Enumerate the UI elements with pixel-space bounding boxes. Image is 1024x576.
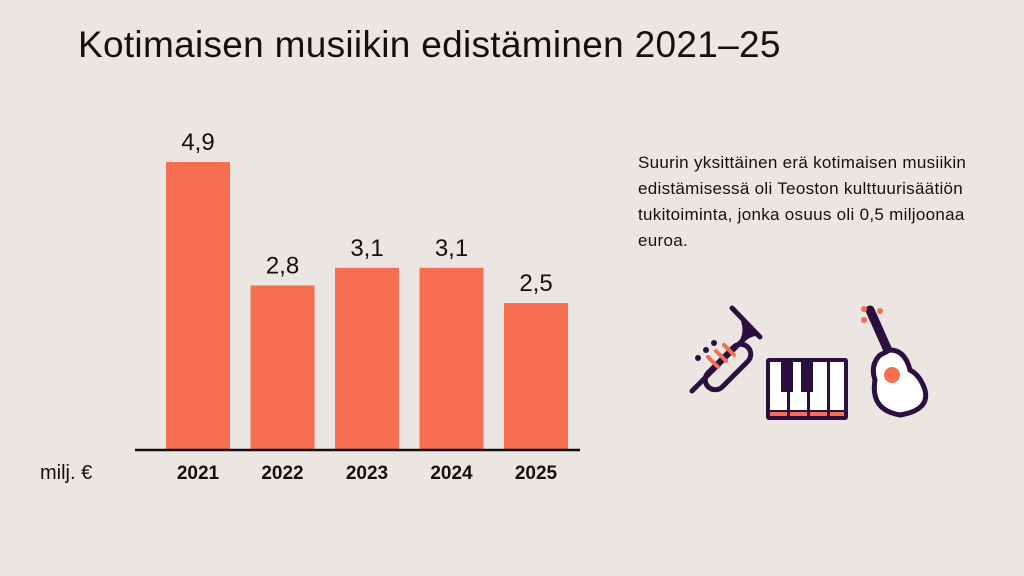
value-label-2023: 3,1 [350, 235, 383, 262]
guitar-icon [861, 305, 929, 418]
music-instruments-illustration [689, 305, 929, 420]
bar-2022 [250, 285, 315, 450]
bar-2023 [335, 267, 399, 450]
bar-chart: 4,9 2021 2,8 2022 3,1 2023 3,1 2024 2,5 2025 milj.… [40, 129, 580, 484]
value-label-2021: 4,9 [181, 129, 214, 156]
chart-note: Suurin yksittäinen erä kotimaisen musiik… [638, 153, 967, 250]
trumpet-icon [689, 305, 763, 394]
value-label-2024: 3,1 [435, 235, 468, 262]
value-label-2025: 2,5 [519, 270, 552, 297]
value-label-2022: 2,8 [266, 252, 299, 279]
x-tick-label-2022: 2022 [261, 463, 303, 484]
piano-keyboard-icon [766, 358, 848, 420]
x-tick-label-2023: 2023 [346, 463, 388, 484]
x-tick-label-2021: 2021 [177, 463, 220, 484]
x-tick-label-2025: 2025 [515, 463, 558, 484]
unit-label: milj. € [40, 462, 92, 484]
chart-title: Kotimaisen musiikin edistäminen 2021–25 [78, 24, 781, 65]
x-tick-label-2024: 2024 [430, 463, 473, 484]
bar-2021 [166, 162, 230, 450]
bar-2025 [504, 303, 568, 450]
bar-2024 [419, 267, 484, 450]
